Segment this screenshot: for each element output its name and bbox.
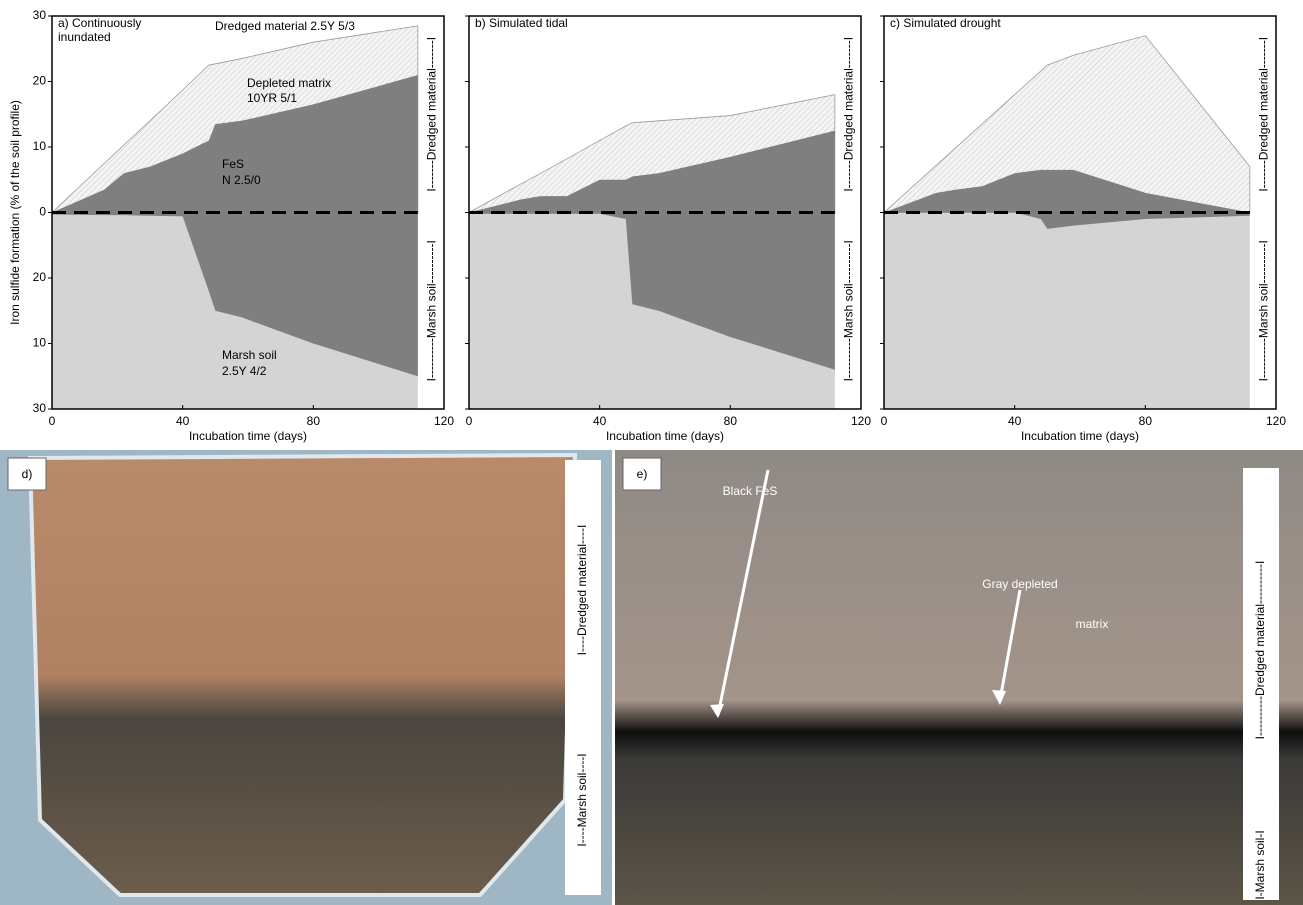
side-label: I----Dredged material----I — [575, 525, 589, 656]
photo-e — [615, 450, 1303, 905]
y-tick-label: 20 — [33, 270, 47, 284]
side-label: I-Marsh soil-I — [1253, 830, 1267, 899]
side-label: I-------Dredged material-------I — [425, 37, 439, 192]
x-tick-label: 120 — [1266, 414, 1286, 428]
y-tick-label: 20 — [33, 74, 47, 88]
side-label: I-------Dredged material-------I — [842, 37, 856, 192]
annotation: 10YR 5/1 — [247, 91, 297, 105]
side-label: I----------Marsh soil----------I — [1257, 240, 1271, 381]
photo-annotation: Gray depleted — [982, 577, 1057, 591]
photo-annotation: Black FeS — [723, 484, 778, 498]
chart-title: c) Simulated drought — [890, 16, 1001, 30]
x-tick-label: 80 — [1139, 414, 1153, 428]
x-tick-label: 40 — [1008, 414, 1022, 428]
x-tick-label: 80 — [307, 414, 321, 428]
chart-title: a) Continuously — [58, 16, 141, 30]
marsh-soil-background — [884, 213, 1250, 410]
y-tick-label: 30 — [33, 8, 47, 22]
chart-title: b) Simulated tidal — [475, 16, 568, 30]
annotation: N 2.5/0 — [222, 173, 261, 187]
x-axis-label: Incubation time (days) — [1021, 429, 1139, 443]
y-tick-label: 0 — [39, 205, 46, 219]
side-label: I----Marsh soil----I — [575, 753, 589, 846]
photo-annotation: matrix — [1076, 617, 1109, 631]
annotation: 2.5Y 4/2 — [222, 364, 267, 378]
y-tick-label: 10 — [33, 336, 47, 350]
y-axis-label: Iron sulfide formation (% of the soil pr… — [8, 100, 22, 325]
chart-title: inundated — [58, 30, 111, 44]
annotation: Dredged material 2.5Y 5/3 — [215, 19, 355, 33]
side-label: I----------Marsh soil----------I — [425, 240, 439, 381]
panel-label: d) — [22, 467, 33, 481]
side-label: I----------Dredged material----------I — [1253, 561, 1267, 740]
x-tick-label: 0 — [49, 414, 56, 428]
annotation: Marsh soil — [222, 348, 277, 362]
y-tick-label: 30 — [33, 401, 47, 415]
x-tick-label: 120 — [434, 414, 454, 428]
x-axis-label: Incubation time (days) — [189, 429, 307, 443]
x-tick-label: 0 — [466, 414, 473, 428]
x-tick-label: 40 — [593, 414, 607, 428]
photo-d-sample — [30, 455, 575, 895]
figure: I-------Dredged material-------I I-------… — [0, 0, 1303, 905]
annotation: FeS — [222, 157, 244, 171]
x-tick-label: 0 — [881, 414, 888, 428]
x-axis-label: Incubation time (days) — [606, 429, 724, 443]
annotation: Depleted matrix — [247, 76, 331, 90]
x-tick-label: 80 — [724, 414, 738, 428]
x-tick-label: 40 — [176, 414, 190, 428]
side-label: I-------Dredged material-------I — [1257, 37, 1271, 192]
x-tick-label: 120 — [851, 414, 871, 428]
panel-label: e) — [637, 467, 648, 481]
y-tick-label: 10 — [33, 139, 47, 153]
side-label: I----------Marsh soil----------I — [842, 240, 856, 381]
